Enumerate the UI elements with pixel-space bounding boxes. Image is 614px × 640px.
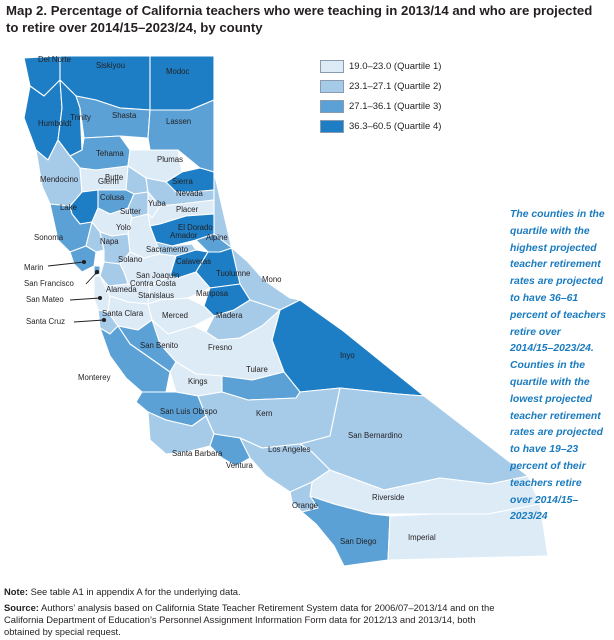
county-label-mendocino: Mendocino [40, 175, 79, 184]
county-label-calaveras: Calaveras [176, 257, 211, 266]
legend-swatch-q2 [320, 79, 344, 93]
county-label-trinity: Trinity [70, 113, 91, 122]
county-label-los-angeles: Los Angeles [268, 445, 311, 454]
source-label: Source: [4, 602, 39, 613]
county-label-riverside: Riverside [372, 493, 405, 502]
legend-label-q2: 23.1–27.1 (Quartile 2) [349, 80, 442, 92]
county-label-santa-barbara: Santa Barbara [172, 449, 223, 458]
county-label-alameda: Alameda [106, 285, 137, 294]
legend-label-q1: 19.0–23.0 (Quartile 1) [349, 60, 442, 72]
county-label-san-benito: San Benito [140, 341, 179, 350]
county-label-san-bernardino: San Bernardino [348, 431, 403, 440]
county-label-el-dorado: El Dorado [178, 223, 213, 232]
county-imperial [387, 503, 549, 561]
county-label-solano: Solano [118, 255, 143, 264]
county-label-san-francisco: San Francisco [24, 279, 74, 288]
county-label-butte: Butte [105, 173, 123, 182]
county-label-del-norte: Del Norte [38, 55, 71, 64]
county-label-shasta: Shasta [112, 111, 137, 120]
county-label-sierra: Sierra [172, 177, 193, 186]
county-label-amador: Amador [170, 231, 198, 240]
county-label-inyo: Inyo [340, 351, 355, 360]
county-label-humboldt: Humboldt [38, 119, 72, 128]
county-label-plumas: Plumas [157, 155, 183, 164]
key-finding-callout: The counties in the quartile with the hi… [510, 209, 606, 523]
county-label-madera: Madera [216, 311, 243, 320]
source-text: Authors’ analysis based on California St… [4, 602, 495, 638]
county-label-tulare: Tulare [246, 365, 268, 374]
county-label-glenn: Glenn [98, 177, 119, 186]
legend: 19.0–23.0 (Quartile 1) 23.1–27.1 (Quarti… [320, 56, 441, 136]
legend-swatch-q4 [320, 119, 344, 133]
county-napa [85, 221, 105, 253]
county-label-san-mateo: San Mateo [26, 295, 64, 304]
county-label-stanislaus: Stanislaus [138, 291, 174, 300]
leader-line-san-francisco [85, 271, 98, 285]
county-label-tehama: Tehama [96, 149, 124, 158]
county-label-ventura: Ventura [226, 461, 254, 470]
county-label-fresno: Fresno [208, 343, 233, 352]
county-label-monterey: Monterey [78, 373, 111, 382]
leader-line-san-mateo [69, 297, 101, 301]
leader-line-santa-cruz [73, 319, 105, 323]
county-label-san-diego: San Diego [340, 537, 377, 546]
note-label: Note: [4, 586, 28, 597]
leader-dot-santa-cruz [101, 317, 107, 323]
county-label-san-luis-obispo: San Luis Obispo [160, 407, 218, 416]
county-label-alpine: Alpine [206, 233, 228, 242]
legend-label-q3: 27.1–36.1 (Quartile 3) [349, 100, 442, 112]
county-label-contra-costa: Contra Costa [130, 279, 177, 288]
county-inyo [271, 299, 425, 397]
county-label-sutter: Sutter [120, 207, 141, 216]
county-label-modoc: Modoc [166, 67, 190, 76]
leader-dot-san-francisco [94, 269, 100, 275]
county-label-lake: Lake [60, 203, 77, 212]
county-label-orange: Orange [292, 501, 318, 510]
county-label-santa-clara: Santa Clara [102, 309, 144, 318]
legend-item-q3: 27.1–36.1 (Quartile 3) [320, 96, 441, 116]
county-label-placer: Placer [176, 205, 199, 214]
leader-dot-marin [81, 259, 87, 265]
legend-item-q1: 19.0–23.0 (Quartile 1) [320, 56, 441, 76]
county-label-kings: Kings [188, 377, 208, 386]
county-label-napa: Napa [100, 237, 119, 246]
county-label-mariposa: Mariposa [196, 289, 229, 298]
legend-item-q2: 23.1–27.1 (Quartile 2) [320, 76, 441, 96]
county-label-imperial: Imperial [408, 533, 436, 542]
county-label-san-joaquin: San Joaquin [136, 271, 179, 280]
county-label-lassen: Lassen [166, 117, 191, 126]
note: Note: See table A1 in appendix A for the… [4, 586, 610, 598]
county-label-colusa: Colusa [100, 193, 125, 202]
legend-swatch-q1 [320, 59, 344, 73]
source: Source: Authors’ analysis based on Calif… [4, 602, 504, 639]
legend-label-q4: 36.3–60.5 (Quartile 4) [349, 120, 442, 132]
note-text: See table A1 in appendix A for the under… [30, 586, 241, 597]
county-label-merced: Merced [162, 311, 188, 320]
county-label-siskiyou: Siskiyou [96, 61, 125, 70]
county-label-santa-cruz: Santa Cruz [26, 317, 65, 326]
county-label-kern: Kern [256, 409, 272, 418]
leader-line-marin [47, 261, 85, 267]
county-label-sonoma: Sonoma [34, 233, 64, 242]
legend-item-q4: 36.3–60.5 (Quartile 4) [320, 116, 441, 136]
county-label-mono: Mono [262, 275, 282, 284]
county-label-yolo: Yolo [116, 223, 132, 232]
county-label-nevada: Nevada [176, 189, 204, 198]
county-label-marin: Marin [24, 263, 44, 272]
legend-swatch-q3 [320, 99, 344, 113]
leader-dot-san-mateo [97, 295, 103, 301]
county-label-tuolumne: Tuolumne [216, 269, 250, 278]
county-label-sacramento: Sacramento [146, 245, 189, 254]
map-title: Map 2. Percentage of California teachers… [6, 3, 593, 35]
county-label-yuba: Yuba [148, 199, 166, 208]
county-modoc [149, 55, 215, 111]
